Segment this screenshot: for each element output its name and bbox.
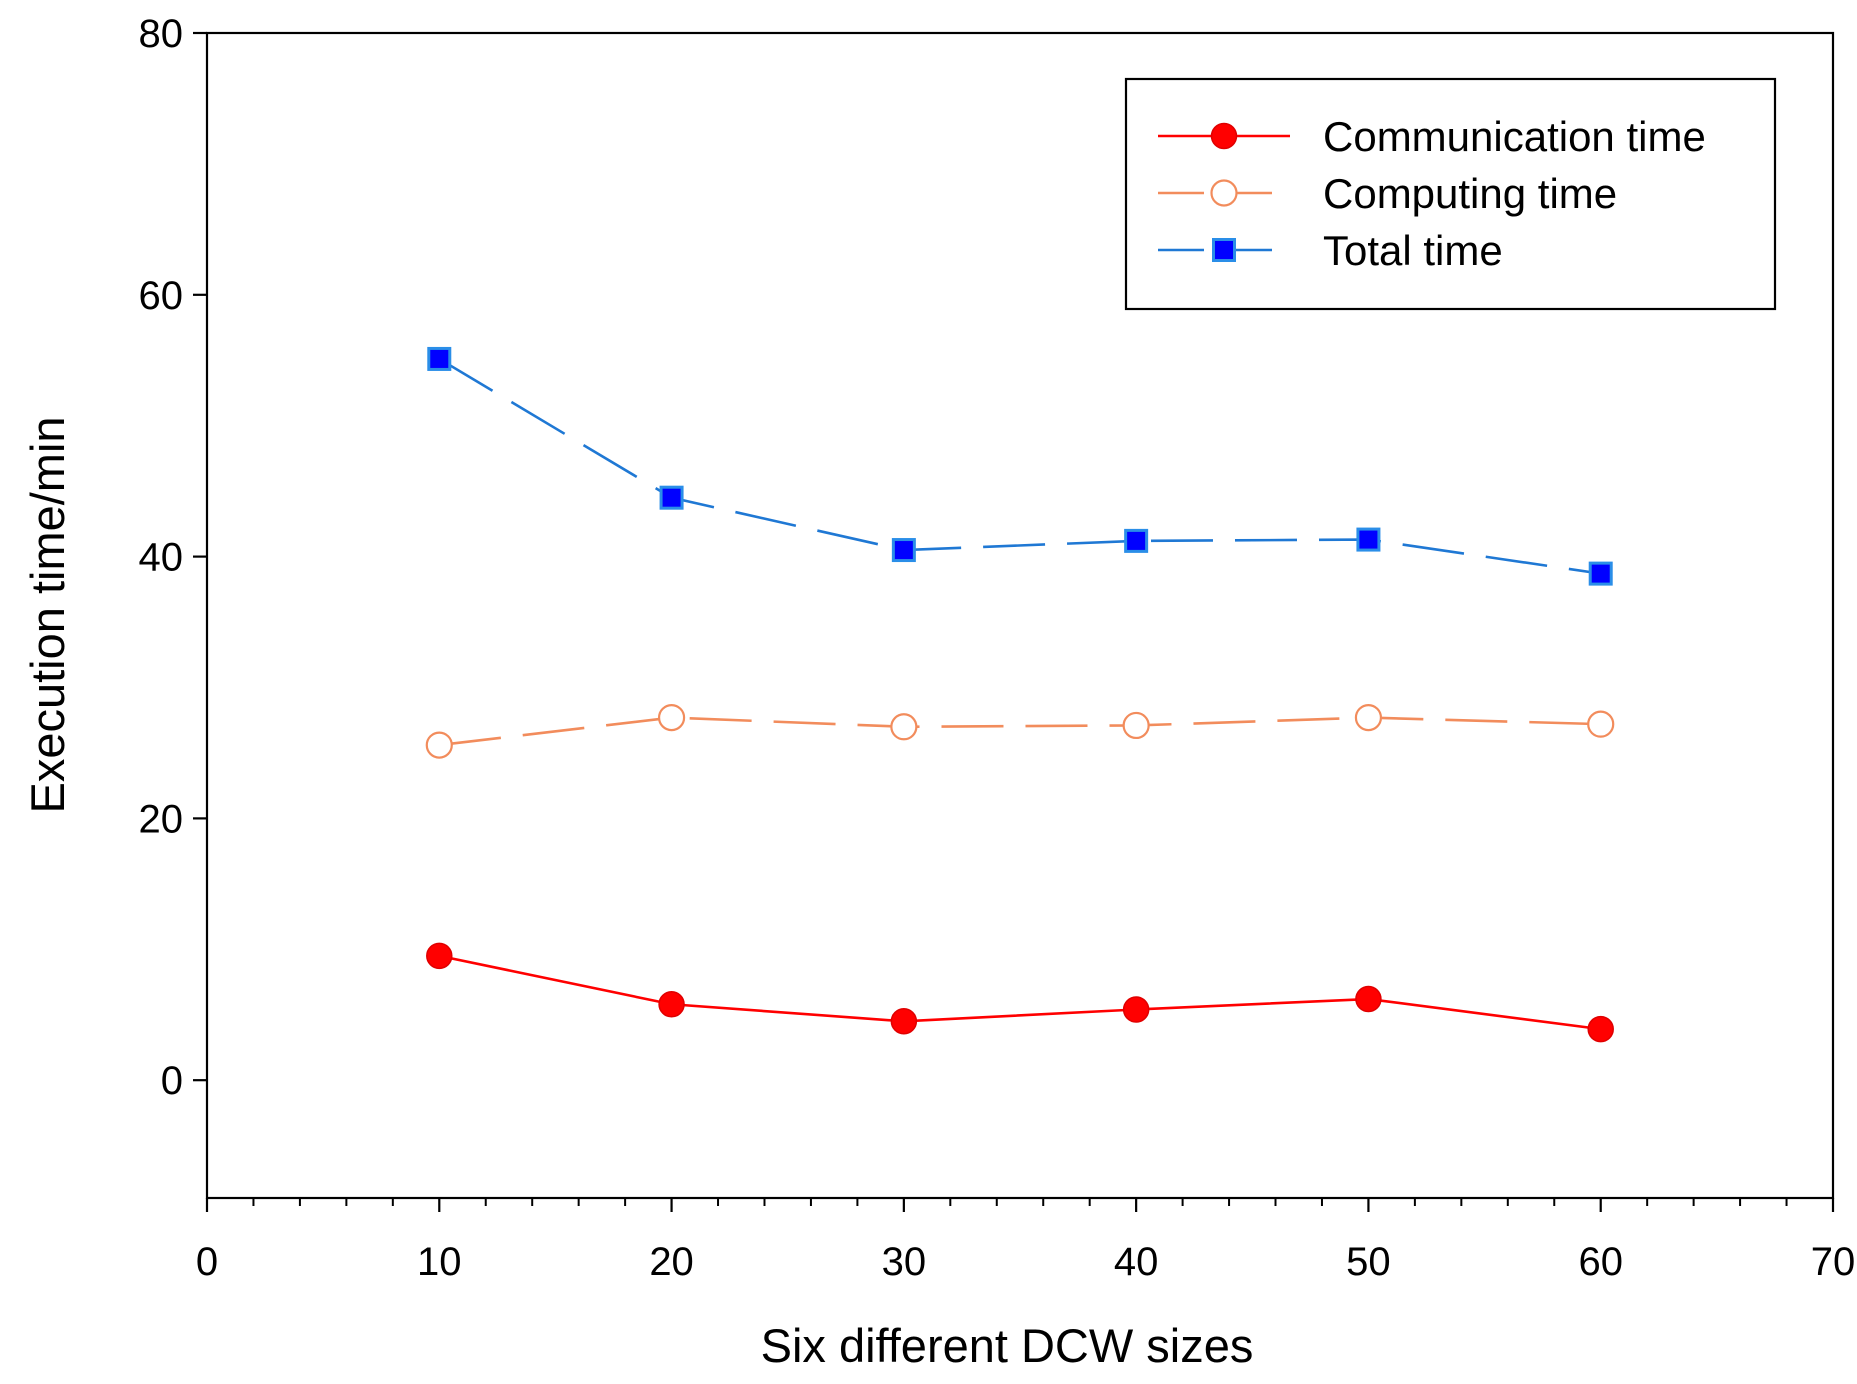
x-tick-label: 60	[1578, 1240, 1623, 1284]
y-tick-label: 20	[139, 797, 184, 841]
plot-frame	[205, 31, 1835, 1200]
data-point	[1122, 711, 1150, 740]
series-layer	[425, 346, 1615, 1043]
x-tick-label: 0	[196, 1240, 218, 1284]
data-point	[890, 713, 918, 741]
y-axis-title: Execution time/min	[21, 416, 74, 813]
series-total-time	[427, 346, 1613, 586]
x-axis-title: Six different DCW sizes	[761, 1319, 1254, 1372]
data-point	[1354, 704, 1383, 732]
data-point	[1356, 527, 1381, 552]
x-tick-label: 50	[1346, 1240, 1391, 1284]
data-point	[425, 731, 453, 759]
data-point	[1122, 996, 1150, 1023]
x-tick-label: 10	[417, 1240, 462, 1284]
y-tick-label: 0	[161, 1059, 183, 1103]
plot-area	[205, 31, 1835, 1200]
legend-marker	[1210, 179, 1238, 207]
data-point	[1587, 1015, 1614, 1043]
series-computing-time	[425, 704, 1615, 759]
data-point	[426, 942, 453, 970]
series-line	[439, 954, 1601, 1031]
data-point	[1355, 985, 1382, 1013]
data-point	[657, 704, 686, 732]
data-point	[1588, 561, 1613, 586]
x-tick-label: 30	[882, 1240, 927, 1284]
series-line	[438, 357, 1601, 575]
x-tick-label: 40	[1114, 1240, 1159, 1284]
legend-label: Computing time	[1323, 170, 1617, 217]
data-point	[890, 1008, 918, 1035]
data-point	[891, 538, 916, 563]
y-tick-label: 80	[139, 12, 184, 56]
axes: 0 10 20 30 40 50 60 70 0 20 40 60 80	[139, 12, 1856, 1284]
legend-entry: Communication time	[1158, 113, 1706, 160]
legend-entry: Total time	[1158, 227, 1503, 274]
data-point	[659, 485, 684, 510]
data-point	[427, 346, 452, 371]
data-point	[1124, 528, 1149, 553]
legend-entry: Computing time	[1158, 170, 1617, 217]
y-tick-label: 40	[139, 536, 184, 580]
legend-marker	[1210, 122, 1238, 150]
data-point	[1587, 710, 1615, 738]
legend-label: Communication time	[1323, 113, 1706, 160]
legend-marker	[1212, 238, 1236, 262]
x-tick-label: 70	[1811, 1240, 1856, 1284]
legend-label: Total time	[1323, 227, 1503, 274]
data-point	[658, 991, 685, 1018]
legend: Communication time Computing time Total ti…	[1124, 77, 1777, 311]
x-tick-label: 20	[649, 1240, 694, 1284]
series-communication-time	[426, 942, 1614, 1043]
series-line	[439, 716, 1601, 747]
y-tick-label: 60	[139, 274, 184, 318]
